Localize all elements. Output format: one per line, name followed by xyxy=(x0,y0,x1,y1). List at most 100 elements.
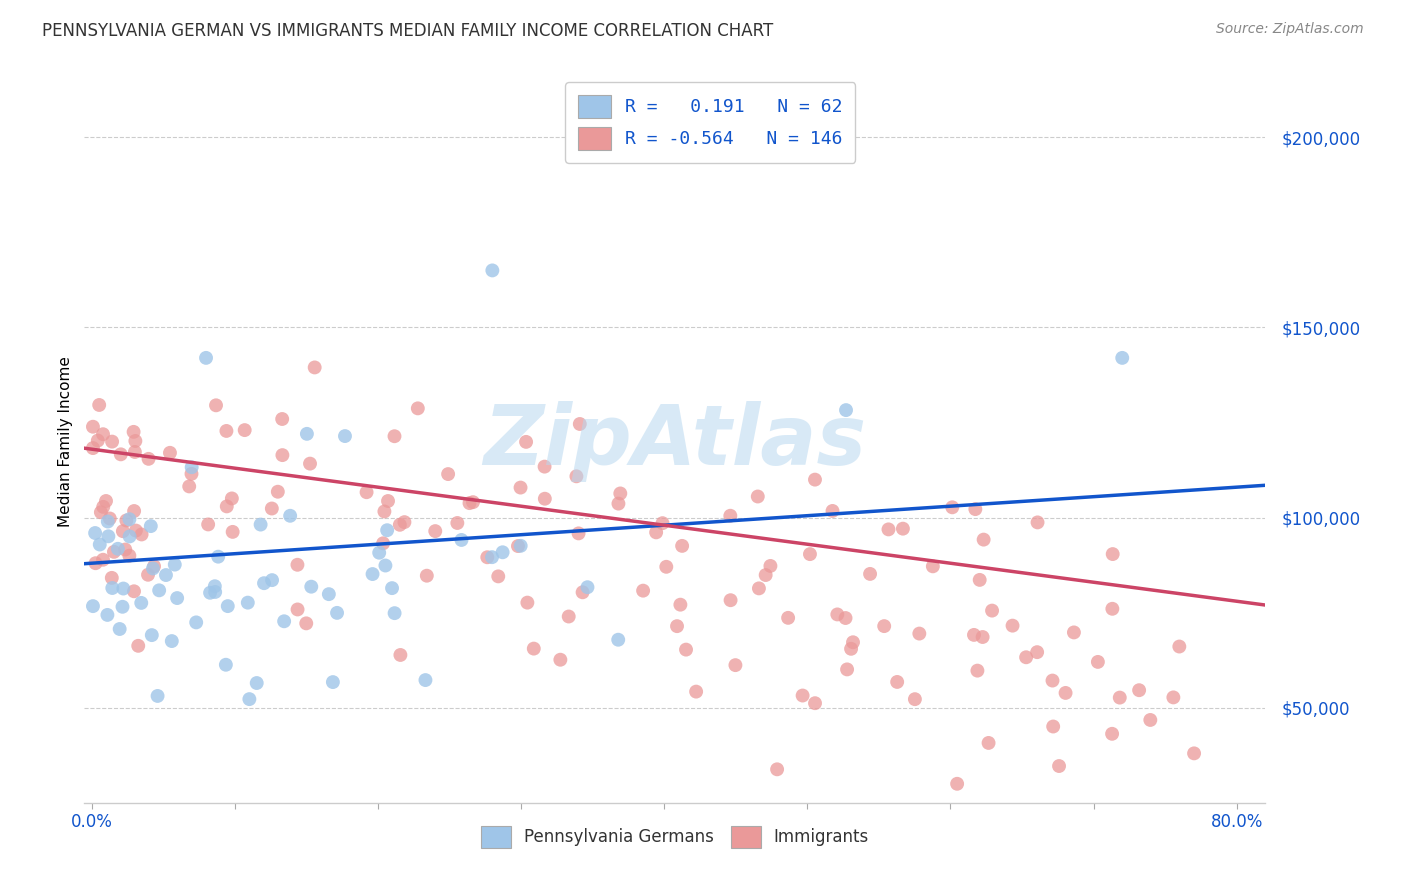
Legend: Pennsylvania Germans, Immigrants: Pennsylvania Germans, Immigrants xyxy=(472,818,877,856)
Point xyxy=(124,434,146,448)
Point xyxy=(267,484,290,499)
Point xyxy=(416,568,439,582)
Point xyxy=(509,539,531,553)
Point xyxy=(180,467,202,481)
Point xyxy=(368,546,391,560)
Point xyxy=(96,607,118,622)
Point xyxy=(759,558,782,573)
Point xyxy=(804,473,827,487)
Point xyxy=(97,515,120,529)
Point xyxy=(204,579,226,593)
Point xyxy=(374,558,396,573)
Point xyxy=(946,777,969,791)
Point xyxy=(318,587,340,601)
Point xyxy=(217,599,239,614)
Point xyxy=(389,648,412,662)
Point xyxy=(204,585,226,599)
Point xyxy=(859,566,882,581)
Point xyxy=(516,596,538,610)
Point xyxy=(91,500,114,514)
Point xyxy=(381,581,404,595)
Point xyxy=(718,508,741,523)
Point xyxy=(1168,640,1191,654)
Point xyxy=(111,599,134,614)
Point xyxy=(118,549,141,563)
Point xyxy=(82,441,104,455)
Point xyxy=(143,559,166,574)
Point xyxy=(1026,516,1049,530)
Point xyxy=(904,692,927,706)
Point xyxy=(607,497,630,511)
Point xyxy=(101,434,124,449)
Point xyxy=(1001,618,1024,632)
Point xyxy=(94,494,117,508)
Text: Source: ZipAtlas.com: Source: ZipAtlas.com xyxy=(1216,22,1364,37)
Point xyxy=(139,519,162,533)
Point xyxy=(981,604,1004,618)
Point xyxy=(1101,601,1123,615)
Point xyxy=(720,593,742,607)
Point xyxy=(108,622,131,636)
Point xyxy=(89,398,111,412)
Point xyxy=(295,616,318,631)
Point xyxy=(437,467,460,481)
Point xyxy=(388,517,411,532)
Point xyxy=(675,642,697,657)
Point xyxy=(446,516,468,530)
Point xyxy=(111,524,134,538)
Point xyxy=(669,598,692,612)
Point xyxy=(146,689,169,703)
Point xyxy=(766,762,789,776)
Point xyxy=(1111,351,1133,365)
Point xyxy=(778,611,800,625)
Point xyxy=(571,585,593,599)
Point xyxy=(458,496,481,510)
Point xyxy=(115,513,138,527)
Point xyxy=(101,571,124,585)
Point xyxy=(180,460,202,475)
Point xyxy=(125,524,148,538)
Point xyxy=(835,662,858,676)
Point xyxy=(550,653,572,667)
Point xyxy=(333,429,356,443)
Point xyxy=(138,451,160,466)
Point xyxy=(142,561,165,575)
Point xyxy=(271,448,294,462)
Point xyxy=(450,533,472,547)
Point xyxy=(1139,713,1161,727)
Point xyxy=(755,568,778,582)
Point xyxy=(118,529,141,543)
Point xyxy=(238,692,260,706)
Point xyxy=(110,447,132,461)
Point xyxy=(886,675,908,690)
Point xyxy=(122,425,145,439)
Point xyxy=(159,446,181,460)
Point xyxy=(166,591,188,605)
Point xyxy=(645,525,668,540)
Point xyxy=(921,559,943,574)
Point xyxy=(260,501,283,516)
Point xyxy=(821,504,844,518)
Point xyxy=(114,542,136,557)
Point xyxy=(969,573,991,587)
Point xyxy=(84,526,107,541)
Point xyxy=(748,582,770,596)
Point xyxy=(567,526,589,541)
Point xyxy=(609,486,631,500)
Point xyxy=(304,360,326,375)
Point xyxy=(122,584,145,599)
Point xyxy=(287,602,309,616)
Point xyxy=(215,424,238,438)
Point xyxy=(415,673,437,687)
Point xyxy=(1054,686,1077,700)
Point xyxy=(565,469,588,483)
Point xyxy=(394,515,416,529)
Point xyxy=(481,550,503,565)
Point xyxy=(655,559,678,574)
Point xyxy=(195,351,218,365)
Text: ZipAtlas: ZipAtlas xyxy=(484,401,866,482)
Point xyxy=(425,524,447,538)
Point xyxy=(1047,759,1070,773)
Point xyxy=(326,606,349,620)
Point xyxy=(84,556,107,570)
